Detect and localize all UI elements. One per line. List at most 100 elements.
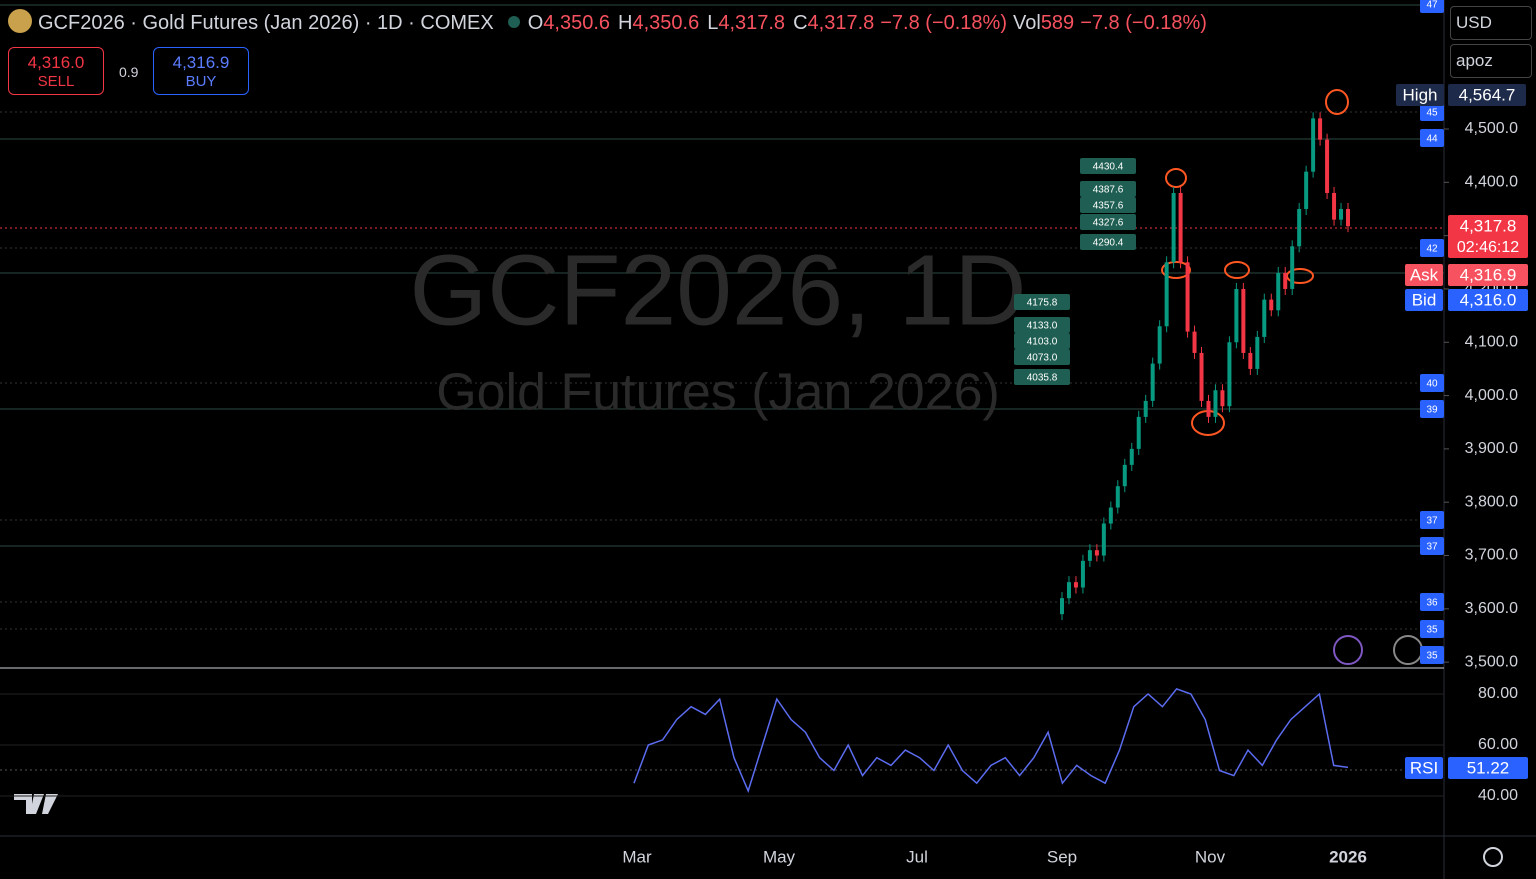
alert-badge-box [1420,646,1444,664]
vol: 589 [1040,12,1075,34]
level-label-box [1014,369,1070,385]
time-label: 2026 [1329,847,1367,866]
high-price: 4,564.7 [1459,85,1516,104]
alert-badge-box [1420,103,1444,121]
level-label-box [1080,214,1136,230]
alert-badge: 42 [1426,244,1438,255]
level-label: 4387.6 [1093,185,1124,196]
candle [1276,272,1281,311]
replay-icon[interactable] [1393,635,1423,665]
level-label-box [1080,158,1136,174]
rsi-value-box [1448,757,1528,779]
unit-select[interactable]: apoz [1450,44,1532,78]
level-label: 4073.0 [1027,353,1058,364]
time-label: May [763,847,796,866]
candle [1115,486,1120,508]
y-tick-label: 4,100.0 [1465,333,1518,350]
high-label-box [1396,84,1444,106]
y-tick-label: 3,700.0 [1465,547,1518,564]
alert-badge-box [1420,511,1444,529]
alert-badge-box [1420,537,1444,555]
alert-badge-box [1420,129,1444,147]
ask-label: Ask [1410,265,1439,284]
alert-badge: 35 [1426,651,1438,662]
high-price-box [1448,84,1526,106]
ask-price: 4,316.9 [1460,265,1517,284]
last-price-box [1448,215,1528,258]
y-tick-label: 4,500.0 [1465,120,1518,137]
level-label: 4035.8 [1027,373,1058,384]
candle [1220,390,1225,407]
candle [1248,352,1253,369]
alert-badge: 37 [1426,516,1438,527]
drawn-annotations [1161,89,1349,436]
level-label: 4327.6 [1093,218,1124,229]
ohlc-value: 4,317.8 [807,12,875,34]
level-label: 4175.8 [1027,298,1058,309]
ask-price-box [1448,264,1528,286]
vol-key: Vol [1013,12,1041,34]
alert-badge-box [1420,0,1444,13]
level-label: 4290.4 [1093,238,1124,249]
ohlc-key: H [618,12,633,34]
candle [1080,560,1085,588]
bid-label: Bid [1412,290,1437,309]
candle [1255,336,1260,369]
ohlc-value: 4,317.8 [718,12,786,34]
settings-icon[interactable] [1483,847,1503,867]
sell-price: 4,316.0 [27,53,85,72]
candle [1311,118,1316,172]
alert-badge: 44 [1426,134,1438,145]
candle [1122,464,1127,487]
candle [1227,342,1232,407]
ohlc-value: 4,350.6 [632,12,700,34]
level-label: 4430.4 [1093,162,1124,173]
buy-button[interactable]: 4,316.9 BUY [153,47,249,95]
y-tick-label: 40.00 [1478,787,1518,804]
candle [1290,246,1295,289]
y-tick-label: 3,600.0 [1465,600,1518,617]
rsi-name: RSI [1410,758,1438,777]
alert-badge-box [1420,593,1444,611]
alert-icon[interactable] [1333,635,1363,665]
candle [1325,139,1330,193]
candle [1150,363,1155,401]
logo [14,794,58,814]
countdown: 02:46:12 [1457,239,1519,256]
level-label: 4133.0 [1027,321,1058,332]
candle [1066,582,1071,599]
alert-badge-box [1420,400,1444,418]
alert-badge: 35 [1426,625,1438,636]
bid-price: 4,316.0 [1460,290,1517,309]
y-tick-label: 3,900.0 [1465,440,1518,457]
candle [1206,400,1211,417]
candle [1101,523,1106,556]
candle [1234,288,1239,343]
currency-select[interactable]: USD [1450,6,1532,40]
candle [1332,192,1337,220]
alert-badge: 39 [1426,405,1438,416]
alert-badge-box [1420,374,1444,392]
alert-badge-box [1420,239,1444,257]
candle [1157,326,1162,364]
candle [1283,272,1288,289]
level-label: 4103.0 [1027,337,1058,348]
alert-badge: 37 [1426,542,1438,553]
high-label: High [1403,85,1438,104]
sell-button[interactable]: 4,316.0 SELL [8,47,104,95]
candle [1192,331,1197,353]
y-tick-label: 3,500.0 [1465,653,1518,670]
y-tick-label: 80.00 [1478,685,1518,702]
spread: 0.9 [119,64,139,80]
alert-badge: 47 [1426,0,1438,11]
vol-change: −7.8 (−0.18%) [1080,12,1207,34]
watermark-symbol: GCF2026, 1D [410,234,1027,346]
ohlc-value: 4,350.6 [543,12,611,34]
candle [1094,550,1099,556]
candle [1241,288,1246,353]
candle [1318,118,1323,140]
level-label: 4357.6 [1093,201,1124,212]
sell-label: SELL [37,73,75,90]
last-price: 4,317.8 [1460,216,1517,235]
